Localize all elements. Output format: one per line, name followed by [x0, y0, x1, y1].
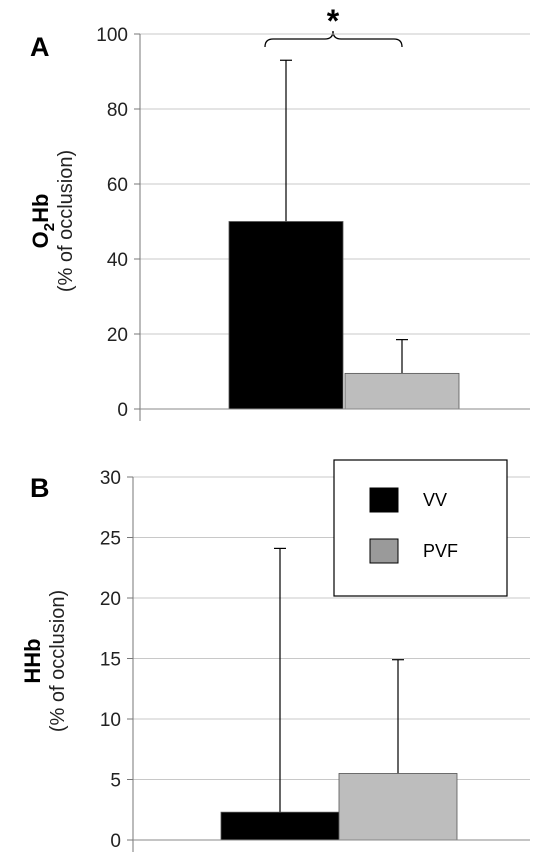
y-tick-label: 20: [100, 589, 121, 610]
y-tick-label: 15: [100, 650, 121, 671]
y-tick-label: 5: [110, 771, 121, 792]
panel-a-ylabel-unit: (% of occlusion): [55, 150, 77, 292]
bar-vv: [228, 221, 344, 410]
panel-b-letter: B: [30, 473, 50, 503]
legend: VV PVF: [333, 459, 508, 597]
y-tick-label: 20: [107, 325, 128, 346]
y-tick-label: 80: [107, 100, 128, 121]
legend-label-pvf: PVF: [423, 541, 458, 561]
panel-a: 0 20 40 60 80 100: [96, 25, 530, 421]
panel-b-ylabel-unit: (% of occlusion): [47, 590, 69, 732]
bar-pvf: [344, 372, 460, 410]
bar-pvf: [338, 773, 458, 841]
bar-vv: [220, 811, 340, 841]
panel-a-ylabel-main: O2Hb: [28, 194, 58, 249]
panel-b-ylabel-main: HHb: [20, 638, 45, 683]
y-tick-label: 60: [107, 175, 128, 196]
y-tick-label: 0: [117, 400, 128, 421]
y-tick-label: 10: [100, 710, 121, 731]
y-tick-label: 40: [107, 250, 128, 271]
legend-swatch-vv: [369, 487, 399, 513]
panel-a-ylabel: O2Hb (% of occlusion): [28, 150, 77, 292]
legend-swatch-pvf: [369, 538, 399, 564]
y-tick-label: 30: [100, 468, 121, 489]
y-tick-label: 100: [96, 25, 128, 46]
y-tick-label: 25: [100, 529, 121, 550]
significance-bracket: [264, 30, 403, 48]
panel-b-ylabel: HHb (% of occlusion): [20, 590, 69, 732]
legend-box: [333, 459, 508, 597]
panel-a-letter: A: [30, 32, 50, 62]
panel-a-ylabel-subscript: 2: [41, 223, 58, 231]
panel-a-ylabel-o: O: [28, 231, 53, 248]
legend-label-vv: VV: [423, 490, 447, 510]
significance-star: *: [327, 3, 340, 39]
panel-a-ylabel-hb: Hb: [28, 194, 53, 223]
y-tick-label: 0: [110, 831, 121, 852]
plot-layer: 0 20 40 60 80 100 0 5 10 15 20 25 30 VV PVF: [96, 25, 530, 852]
panel-b: 0 5 10 15 20 25 30 VV PVF: [100, 459, 530, 852]
